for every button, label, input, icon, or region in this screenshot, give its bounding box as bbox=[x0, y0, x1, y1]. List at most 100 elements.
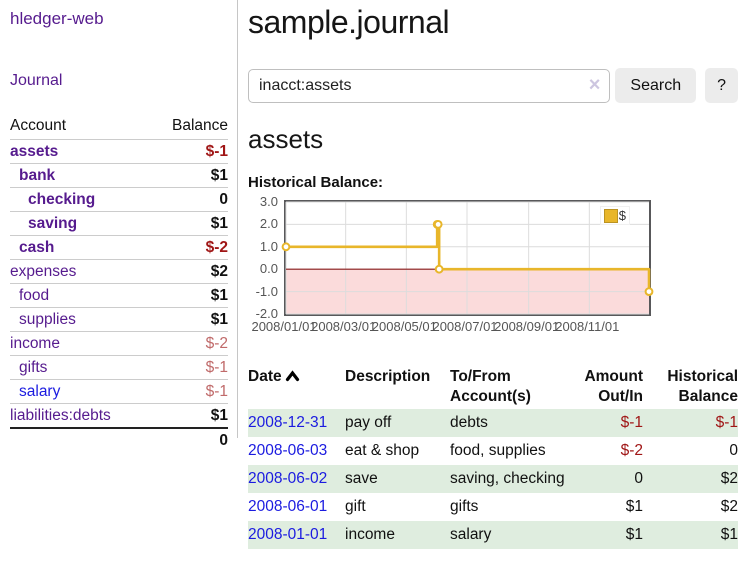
column-header-accounts: To/From Account(s) bbox=[450, 368, 531, 405]
y-axis-label: 2.0 bbox=[259, 216, 278, 232]
account-column-header: Account bbox=[10, 117, 67, 134]
column-header-amount: Amount Out/In bbox=[584, 368, 643, 405]
y-axis-label: 0.0 bbox=[259, 261, 278, 277]
y-axis-label: 3.0 bbox=[259, 194, 278, 209]
search-button[interactable]: Search bbox=[615, 68, 697, 103]
chart-heading: Historical Balance: bbox=[248, 174, 384, 191]
account-link-food[interactable]: food bbox=[19, 286, 50, 304]
transaction-date-link[interactable]: 2008-06-01 bbox=[248, 498, 328, 515]
account-row: assets $-1 bbox=[10, 139, 228, 163]
chart-x-axis: 2008/01/01 2008/03/01 2008/05/01 2008/07/01… bbox=[251, 319, 647, 335]
chart-y-axis: 3.0 2.0 1.0 0.0 -1.0 -2.0 bbox=[248, 195, 278, 321]
register-cell-amount: $-2 bbox=[620, 442, 643, 459]
register-cell-accounts: gifts bbox=[450, 498, 479, 515]
account-balance: $-2 bbox=[205, 334, 228, 352]
account-link-liabilities-debts[interactable]: liabilities:debts bbox=[10, 406, 111, 424]
sidebar-item-journal[interactable]: Journal bbox=[10, 72, 63, 89]
account-link-cash[interactable]: cash bbox=[19, 238, 55, 256]
account-link-assets[interactable]: assets bbox=[10, 142, 59, 160]
register-row: 2008-06-03 eat & shop food, supplies $-2 0 bbox=[248, 437, 738, 465]
y-axis-label: -2.0 bbox=[255, 306, 278, 321]
register-cell-accounts: debts bbox=[450, 414, 488, 431]
transaction-date-link[interactable]: 2008-06-02 bbox=[248, 470, 328, 487]
transaction-date-link[interactable]: 2008-06-03 bbox=[248, 442, 328, 459]
account-row: gifts $-1 bbox=[10, 355, 228, 379]
account-link-bank[interactable]: bank bbox=[19, 166, 56, 184]
account-row: income $-2 bbox=[10, 331, 228, 355]
account-balance: $-1 bbox=[205, 358, 228, 376]
register-cell-accounts: salary bbox=[450, 526, 492, 543]
clear-search-icon[interactable]: × bbox=[588, 73, 601, 96]
account-balance: $2 bbox=[210, 262, 228, 280]
register-cell-accounts: food, supplies bbox=[450, 442, 546, 459]
app-title-link[interactable]: hledger-web bbox=[10, 9, 104, 28]
account-balance: $-1 bbox=[205, 142, 228, 160]
column-header-balance: Historical Balance bbox=[667, 368, 738, 405]
account-balance: 0 bbox=[219, 190, 228, 208]
column-header-date[interactable]: Date bbox=[248, 364, 345, 409]
register-row: 2008-01-01 income salary $1 $1 bbox=[248, 521, 738, 549]
chart-plot-area: $ bbox=[281, 200, 654, 316]
x-axis-label: 2008/07/01 bbox=[432, 319, 498, 334]
account-row: bank $1 bbox=[10, 163, 228, 187]
transaction-date-link[interactable]: 2008-12-31 bbox=[248, 414, 328, 431]
account-balance: $1 bbox=[210, 406, 228, 424]
account-link-checking[interactable]: checking bbox=[28, 190, 96, 208]
balance-chart: 3.0 2.0 1.0 0.0 -1.0 -2.0 $ 2008/01/01 2008/03… bbox=[248, 195, 738, 340]
account-row: checking 0 bbox=[10, 187, 228, 211]
register-row: 2008-12-31 pay off debts $-1 $-1 bbox=[248, 409, 738, 437]
balance-line-series bbox=[281, 201, 654, 315]
page-title: sample.journal bbox=[248, 4, 450, 40]
search-help-button[interactable]: ? bbox=[705, 68, 738, 103]
accounts-total-row: 0 bbox=[10, 427, 228, 453]
account-row: liabilities:debts $1 bbox=[10, 403, 228, 427]
main-content: sample.journal × Search ? assets Histori… bbox=[248, 0, 738, 549]
x-axis-label: 2008/01/01 bbox=[251, 319, 317, 334]
account-page-title: assets bbox=[248, 124, 324, 154]
account-balance: $1 bbox=[210, 310, 228, 328]
account-link-income[interactable]: income bbox=[10, 334, 60, 352]
account-row: saving $1 bbox=[10, 211, 228, 235]
register-cell-date: 2008-01-01 bbox=[248, 521, 345, 549]
legend-label: $ bbox=[618, 208, 626, 223]
search-input[interactable] bbox=[248, 68, 611, 103]
account-row: expenses $2 bbox=[10, 259, 228, 283]
account-balance: $1 bbox=[210, 286, 228, 304]
account-row: cash $-2 bbox=[10, 235, 228, 259]
chart-legend: $ bbox=[599, 206, 630, 225]
account-balance: $-1 bbox=[205, 382, 228, 400]
legend-swatch-icon bbox=[603, 208, 618, 223]
register-table: Date Description To/From Account(s) Amou… bbox=[248, 364, 738, 549]
account-balance: $1 bbox=[210, 214, 228, 232]
account-link-gifts[interactable]: gifts bbox=[19, 358, 48, 376]
account-link-expenses[interactable]: expenses bbox=[10, 262, 77, 280]
register-cell-description: save bbox=[345, 470, 378, 487]
accounts-table: Account Balance assets $-1 bank $1 checking 0… bbox=[10, 115, 228, 453]
sort-ascending-icon bbox=[285, 370, 299, 382]
sidebar: hledger-web Journal Account Balance asse… bbox=[0, 0, 238, 449]
accounts-table-header: Account Balance bbox=[10, 115, 228, 139]
register-cell-description: pay off bbox=[345, 414, 392, 431]
register-cell-balance: $-1 bbox=[715, 414, 738, 431]
column-header-description: Description bbox=[345, 368, 431, 385]
x-axis-label: 2008/09/01 bbox=[494, 319, 560, 334]
register-cell-description: gift bbox=[345, 498, 366, 515]
register-cell-date: 2008-06-03 bbox=[248, 437, 345, 465]
account-link-supplies[interactable]: supplies bbox=[19, 310, 76, 328]
search-box: × bbox=[248, 68, 611, 103]
account-link-saving[interactable]: saving bbox=[28, 214, 78, 232]
y-axis-label: -1.0 bbox=[255, 283, 278, 299]
transaction-date-link[interactable]: 2008-01-01 bbox=[248, 526, 328, 543]
account-balance: $-2 bbox=[205, 238, 228, 256]
register-cell-date: 2008-06-01 bbox=[248, 493, 345, 521]
account-link-salary[interactable]: salary bbox=[19, 382, 61, 400]
register-header-row: Date Description To/From Account(s) Amou… bbox=[248, 364, 738, 409]
register-cell-amount: $1 bbox=[625, 526, 643, 543]
register-cell-amount: $1 bbox=[625, 498, 643, 515]
register-cell-balance: $1 bbox=[720, 526, 738, 543]
account-balance: $1 bbox=[210, 166, 228, 184]
register-cell-accounts: saving, checking bbox=[450, 470, 565, 487]
x-axis-label: 2008/03/01 bbox=[311, 319, 377, 334]
accounts-total-value: 0 bbox=[219, 432, 228, 449]
register-cell-amount: 0 bbox=[634, 470, 643, 487]
